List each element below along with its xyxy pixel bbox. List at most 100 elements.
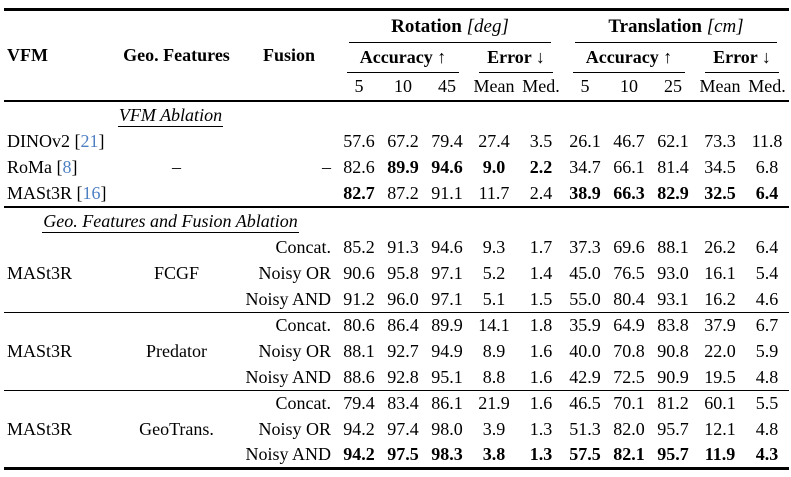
rot-acc-5-header: 5 <box>337 72 381 102</box>
metric-value-cell: 88.1 <box>657 237 689 257</box>
fusion-method-cell: – <box>322 157 331 177</box>
metric-value-cell: 8.9 <box>482 341 506 361</box>
citation-link[interactable]: 21 <box>80 131 99 151</box>
section-header-spacer <box>337 101 789 129</box>
metric-value-cell: 92.8 <box>387 366 419 387</box>
metric-value-cell: 93.1 <box>657 288 689 309</box>
table-row: Noisy OR 88.1 92.7 94.9 8.9 1.6 40.0 70.8 90.8 22… <box>4 339 789 365</box>
fusion-method-cell: Noisy OR <box>258 263 331 283</box>
metric-value-cell: 72.5 <box>613 366 645 387</box>
metric-value-cell: 11.7 <box>478 182 510 203</box>
fusion-method-cell: Noisy AND <box>245 444 331 465</box>
table-row: MASt3R GeoTrans. Concat. 79.4 83.4 86.1 21.9 1.… <box>4 390 790 469</box>
table-row: Noisy AND 88.6 92.8 95.1 8.8 1.6 42.9 72.5 90.9 1… <box>4 365 789 391</box>
metric-value-cell: 16.1 <box>704 263 736 283</box>
metric-value-cell: 1.3 <box>529 419 553 439</box>
metric-value-cell: 90.8 <box>657 341 689 361</box>
rotation-error-header: Error ↓ <box>469 43 563 73</box>
fusion-method-cell: Noisy OR <box>258 341 331 361</box>
header-metric-row: Accuracy ↑ Error ↓ Accuracy ↑ Error ↓ <box>4 43 789 73</box>
table-row: RoMa [8] – –82.6 89.9 94.6 9.0 2.2 34.7 66.1 81.4… <box>4 155 789 181</box>
table-row: MASt3R [16] 82.7 87.2 91.1 11.7 2.4 38.9 66.3 82… <box>4 181 789 207</box>
metric-value-cell: 91.1 <box>431 182 463 203</box>
metric-value-cell: 42.9 <box>569 366 601 387</box>
metric-value-cell: 93.0 <box>657 263 689 283</box>
metric-value-cell: 92.7 <box>387 341 419 361</box>
metric-value-cell: 5.9 <box>755 341 779 361</box>
metric-value-cell: 57.5 <box>569 444 601 465</box>
tr-acc-10-header: 10 <box>607 72 651 102</box>
translation-group-label: Translation <box>608 15 702 37</box>
metric-value-cell: 81.2 <box>651 390 695 417</box>
tr-err-med-header: Med. <box>745 72 790 102</box>
metric-value-cell: 34.5 <box>704 157 736 177</box>
metric-value-cell: 1.6 <box>519 390 563 417</box>
metric-value-cell: 90.9 <box>657 366 689 387</box>
metric-value-cell: 5.5 <box>745 390 790 417</box>
vfm-model-cell: DINOv2 [21] <box>7 131 105 151</box>
metric-value-cell: 3.8 <box>482 444 506 465</box>
metric-value-cell: 90.6 <box>343 263 375 283</box>
metric-value-cell: 79.4 <box>337 390 381 417</box>
fusion-method-cell: Noisy OR <box>258 419 331 439</box>
metric-value-cell: 86.4 <box>381 312 425 339</box>
metric-value-cell: 88.1 <box>343 341 375 361</box>
metric-value-cell: 89.9 <box>425 312 469 339</box>
fusion-method-cell: Concat. <box>275 237 332 257</box>
metric-value-cell: 4.8 <box>755 419 779 439</box>
metric-value-cell: 86.1 <box>425 390 469 417</box>
metric-value-cell: 4.6 <box>755 288 779 309</box>
section-header-row: Geo. Features and Fusion Ablation <box>4 205 790 235</box>
rotation-accuracy-label: Accuracy ↑ <box>347 47 459 73</box>
metric-value-cell: 85.2 <box>343 237 375 257</box>
metric-value-cell: 97.1 <box>431 263 463 283</box>
metric-value-cell: 95.7 <box>657 419 689 439</box>
metric-value-cell: 82.9 <box>657 182 689 203</box>
col-header-fusion: Fusion <box>241 9 337 102</box>
header-threshold-row: 5 10 45 Mean Med. 5 10 25 Mean Med. <box>4 72 790 102</box>
metric-value-cell: 66.1 <box>613 157 645 177</box>
col-header-geo-features: Geo. Features <box>112 9 241 102</box>
metric-value-cell: 64.9 <box>607 312 651 339</box>
metric-value-cell: 5.4 <box>755 263 779 283</box>
table-row: MASt3R Predator Concat. 80.6 86.4 89.9 14.1 1.8… <box>4 312 790 391</box>
fusion-method-cell: Noisy AND <box>245 288 331 309</box>
geo-features-cell: – <box>172 157 181 177</box>
section-header-row: VFM Ablation <box>4 101 789 129</box>
metric-value-cell: 45.0 <box>569 263 601 283</box>
rot-err-mean-header: Mean <box>469 72 519 102</box>
metric-value-cell: 4.8 <box>755 366 779 387</box>
tr-err-mean-header: Mean <box>695 72 745 102</box>
geo-features-cell: Predator <box>112 312 241 391</box>
translation-group-underline: Translation [cm] <box>575 15 778 43</box>
vfm-model-cell: MASt3R <box>4 312 112 391</box>
citation-link[interactable]: 8 <box>62 157 72 177</box>
metric-value-cell: 14.1 <box>469 312 519 339</box>
metric-value-cell: 83.8 <box>651 312 695 339</box>
metric-value-cell: 94.2 <box>343 419 375 439</box>
metric-value-cell: 3.9 <box>482 419 506 439</box>
metric-value-cell: 26.2 <box>704 237 736 257</box>
metric-value-cell: 2.2 <box>529 157 553 177</box>
metric-value-cell: 94.6 <box>431 157 463 177</box>
results-table: VFM Geo. Features Fusion Rotation [deg] … <box>4 8 790 470</box>
metric-value-cell: 6.8 <box>755 157 779 177</box>
table-row: Noisy AND 94.2 97.5 98.3 3.8 1.3 57.5 82.1 95.7 1… <box>4 443 789 469</box>
geo-features-cell: GeoTrans. <box>112 390 241 469</box>
geo-features-cell <box>112 129 241 155</box>
vfm-model-cell: MASt3R [16] <box>7 182 107 203</box>
metric-value-cell: 21.9 <box>469 390 519 417</box>
metric-value-cell: 70.1 <box>607 390 651 417</box>
metric-value-cell: 11.8 <box>751 131 783 151</box>
metric-value-cell: 83.4 <box>381 390 425 417</box>
fusion-method-cell: Concat. <box>241 390 337 417</box>
metric-value-cell: 6.7 <box>745 312 790 339</box>
citation-link[interactable]: 16 <box>82 182 101 203</box>
rot-err-med-header: Med. <box>519 72 563 102</box>
vfm-model-cell: MASt3R <box>4 390 112 469</box>
metric-value-cell: 26.1 <box>569 131 601 151</box>
metric-value-cell: 91.2 <box>343 288 375 309</box>
metric-value-cell: 69.6 <box>613 237 645 257</box>
translation-error-label: Error ↓ <box>705 47 780 73</box>
